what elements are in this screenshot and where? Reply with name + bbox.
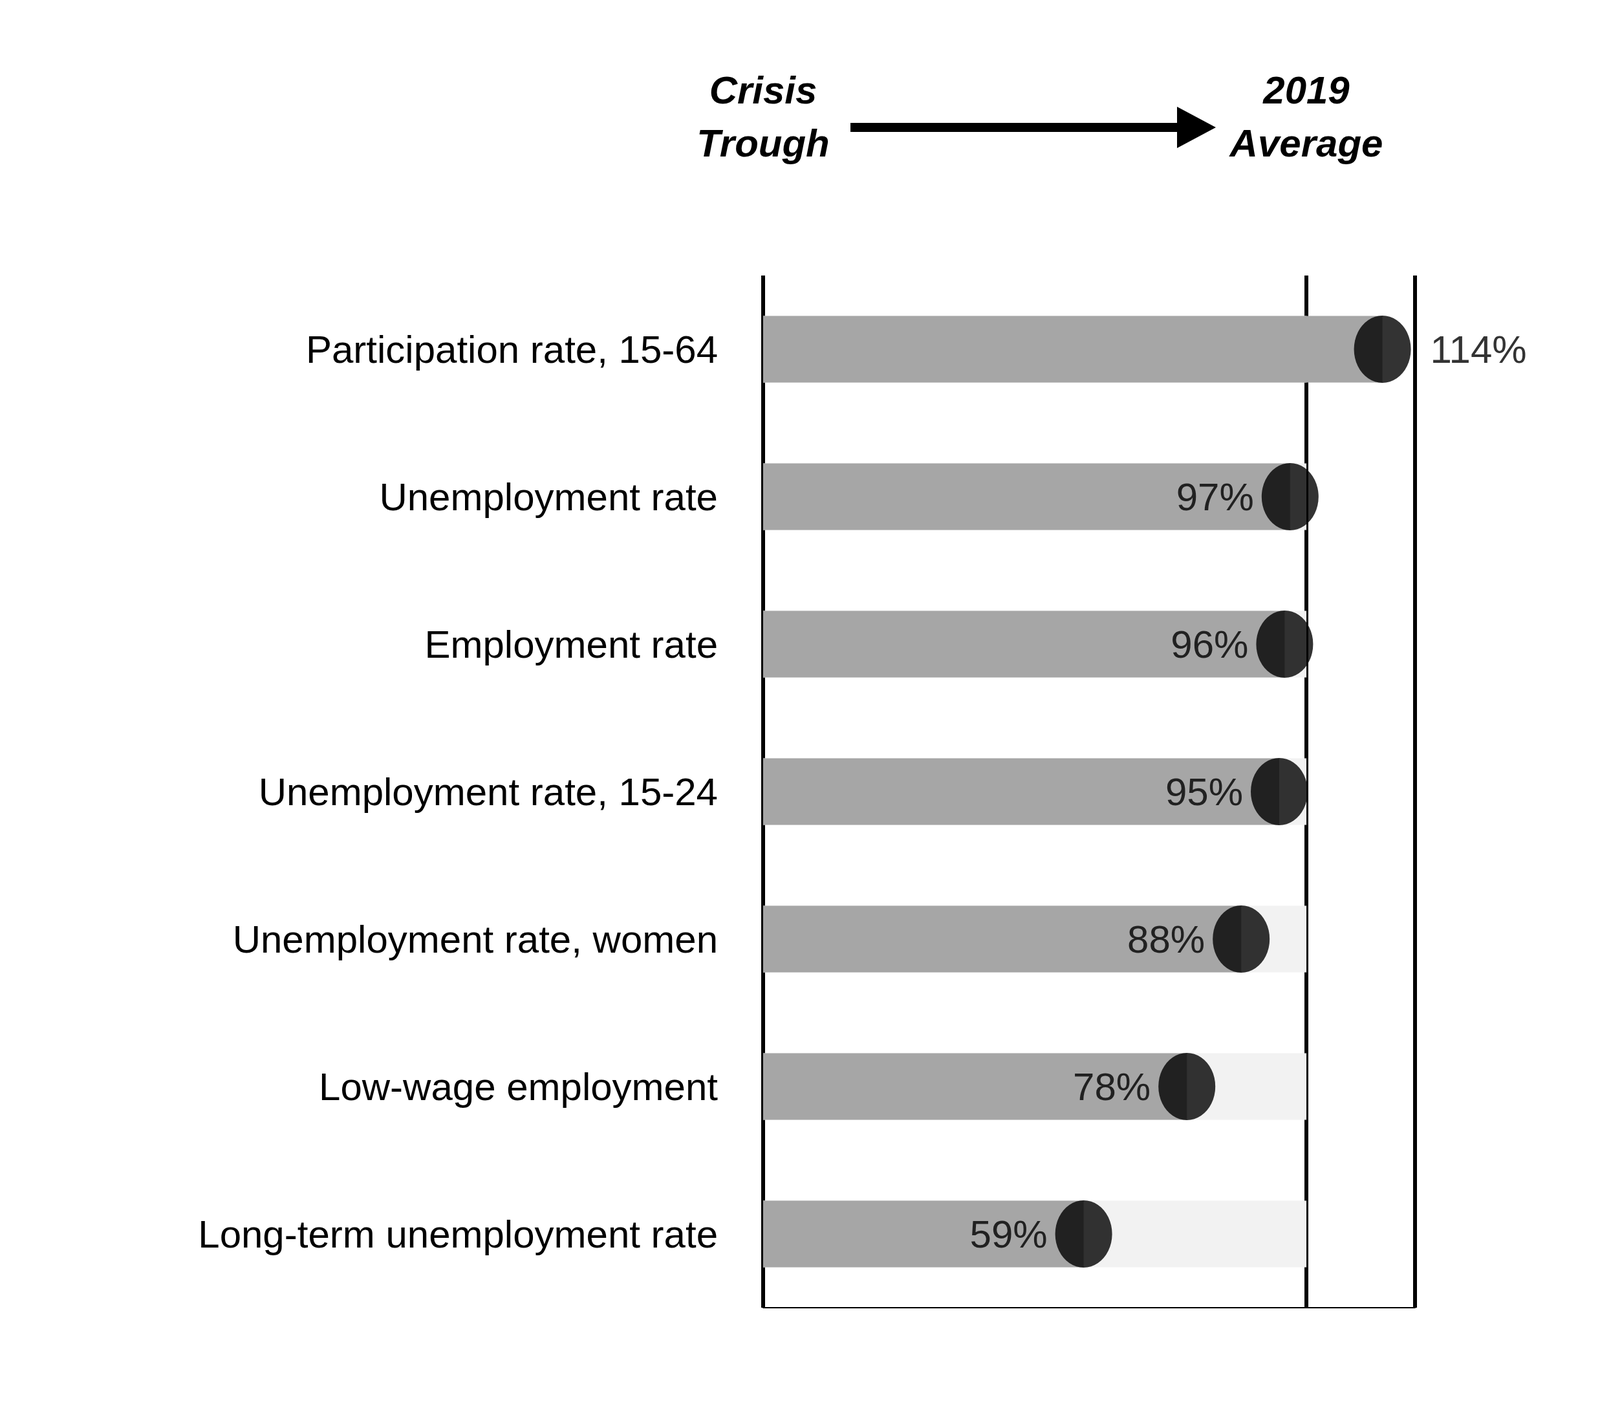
svg-text:Employment rate: Employment rate: [424, 622, 718, 667]
svg-text:97%: 97%: [1176, 475, 1255, 519]
svg-text:59%: 59%: [970, 1212, 1048, 1256]
svg-text:Long-term unemployment rate: Long-term unemployment rate: [197, 1212, 718, 1256]
svg-text:Trough: Trough: [696, 121, 830, 165]
svg-text:Low-wage employment: Low-wage employment: [318, 1065, 718, 1109]
svg-text:Crisis: Crisis: [709, 68, 818, 112]
svg-text:114%: 114%: [1430, 327, 1527, 372]
svg-text:Participation rate, 15-64: Participation rate, 15-64: [305, 327, 718, 372]
svg-text:Average: Average: [1228, 121, 1384, 165]
svg-text:88%: 88%: [1127, 917, 1205, 962]
svg-text:Unemployment rate, 15-24: Unemployment rate, 15-24: [258, 770, 718, 814]
svg-text:Unemployment rate, women: Unemployment rate, women: [232, 917, 718, 962]
svg-text:2019: 2019: [1262, 68, 1350, 112]
svg-text:Unemployment rate: Unemployment rate: [378, 475, 718, 519]
svg-text:78%: 78%: [1072, 1065, 1151, 1109]
svg-text:95%: 95%: [1165, 770, 1244, 814]
svg-text:96%: 96%: [1170, 622, 1249, 667]
